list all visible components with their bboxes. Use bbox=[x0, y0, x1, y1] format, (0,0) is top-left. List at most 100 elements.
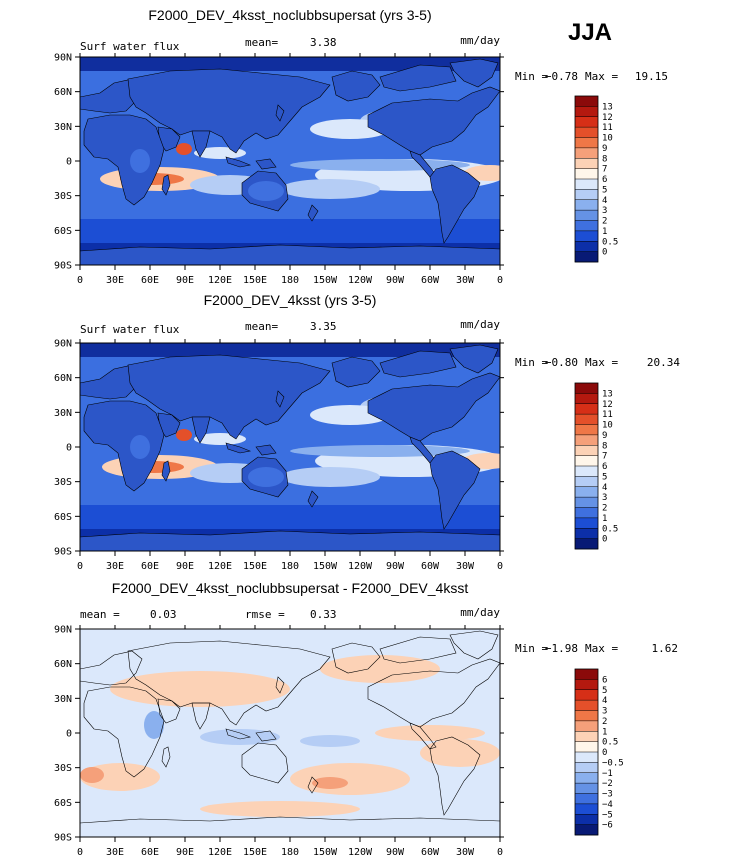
panel-title: F2000_DEV_4ksst (yrs 3-5) bbox=[204, 292, 377, 308]
x-tick-label: 0 bbox=[497, 275, 503, 286]
colorbar-label: −1 bbox=[602, 769, 613, 779]
rmse-label: rmse = bbox=[245, 608, 285, 621]
colorbar-label: 3 bbox=[602, 707, 607, 717]
colorbar-label: 1 bbox=[602, 227, 607, 237]
colorbar-swatch bbox=[575, 116, 598, 128]
y-tick-label: 90N bbox=[54, 625, 72, 636]
x-tick-label: 60W bbox=[421, 847, 440, 858]
min-value: −1.98 bbox=[545, 642, 578, 655]
colorbar-label: 0.5 bbox=[602, 524, 618, 534]
colorbar-swatch bbox=[575, 434, 598, 446]
colorbar-label: 0 bbox=[602, 535, 607, 545]
colorbar-swatch bbox=[575, 393, 598, 405]
colorbar-swatch bbox=[575, 803, 598, 815]
x-tick-label: 120W bbox=[348, 561, 373, 572]
x-tick-label: 30E bbox=[106, 847, 124, 858]
max-label: Max = bbox=[585, 70, 618, 83]
colorbar-swatch bbox=[575, 824, 598, 836]
y-tick-label: 60N bbox=[54, 87, 72, 98]
colorbar-swatch bbox=[575, 241, 598, 252]
x-tick-label: 30W bbox=[456, 561, 475, 572]
colorbar-label: 13 bbox=[602, 102, 613, 112]
y-tick-label: 30N bbox=[54, 694, 72, 705]
x-tick-label: 180 bbox=[281, 275, 299, 286]
colorbar-swatch bbox=[575, 414, 598, 425]
x-tick-label: 150E bbox=[243, 275, 267, 286]
y-tick-label: 90S bbox=[54, 261, 72, 272]
rmse-value: 0.33 bbox=[310, 608, 337, 621]
variable-label: Surf water flux bbox=[80, 323, 180, 336]
colorbar-label: 3 bbox=[602, 493, 607, 503]
panel-title: F2000_DEV_4ksst_noclubbsupersat (yrs 3-5… bbox=[148, 7, 431, 23]
colorbar-label: 8 bbox=[602, 441, 607, 451]
x-tick-label: 150W bbox=[313, 561, 338, 572]
colorbar-label: 12 bbox=[602, 113, 613, 123]
x-tick-label: 90E bbox=[176, 275, 194, 286]
x-tick-label: 90W bbox=[386, 847, 405, 858]
colorbar-swatch bbox=[575, 230, 598, 242]
panel-control-run: F2000_DEV_4ksst_noclubbsupersat (yrs 3-5… bbox=[54, 7, 668, 286]
colorbar-label: 13 bbox=[602, 389, 613, 399]
min-label: Min = bbox=[515, 70, 548, 83]
colorbar-swatch bbox=[575, 158, 598, 169]
min-value: −0.80 bbox=[545, 356, 578, 369]
colorbar-label: 5 bbox=[602, 472, 607, 482]
x-tick-label: 60W bbox=[421, 275, 440, 286]
x-tick-label: 120E bbox=[208, 847, 232, 858]
map-plot bbox=[79, 628, 501, 838]
colorbar-swatch bbox=[575, 517, 598, 529]
x-tick-label: 60W bbox=[421, 561, 440, 572]
colorbar-swatch bbox=[575, 689, 598, 701]
colorbar-swatch bbox=[575, 700, 598, 711]
x-tick-label: 180 bbox=[281, 847, 299, 858]
x-tick-label: 0 bbox=[497, 847, 503, 858]
colorbar-label: 0.5 bbox=[602, 237, 618, 247]
mean-label: mean= bbox=[245, 320, 278, 333]
x-tick-label: 60E bbox=[141, 847, 159, 858]
colorbar-label: −4 bbox=[602, 800, 613, 810]
colorbar-label: 0 bbox=[602, 248, 607, 258]
y-tick-label: 90S bbox=[54, 547, 72, 558]
colorbar-label: 4 bbox=[602, 196, 607, 206]
colorbar-label: −2 bbox=[602, 779, 613, 789]
y-tick-label: 60S bbox=[54, 798, 72, 809]
min-label: Min = bbox=[515, 642, 548, 655]
colorbar-swatch bbox=[575, 720, 598, 732]
colorbar-label: 10 bbox=[602, 421, 613, 431]
colorbar-label: 2 bbox=[602, 504, 607, 514]
colorbar-swatch bbox=[575, 199, 598, 211]
colorbar-swatch bbox=[575, 383, 598, 394]
map-plot bbox=[79, 56, 501, 266]
colorbar-swatch bbox=[575, 476, 598, 488]
colorbar-swatch bbox=[575, 96, 598, 107]
colorbar-swatch bbox=[575, 497, 598, 508]
colorbar-label: 7 bbox=[602, 165, 607, 175]
panel-title: F2000_DEV_4ksst_noclubbsupersat - F2000_… bbox=[112, 580, 469, 596]
colorbar-label: 0 bbox=[602, 748, 607, 758]
min-value: −0.78 bbox=[545, 70, 578, 83]
colorbar-swatch bbox=[575, 179, 598, 190]
mean-label: mean = bbox=[80, 608, 120, 621]
colorbar-label: 4 bbox=[602, 696, 607, 706]
colorbar-swatch bbox=[575, 752, 598, 763]
units-label: mm/day bbox=[460, 34, 500, 47]
mean-value: 3.38 bbox=[310, 36, 337, 49]
colorbar-swatch bbox=[575, 106, 598, 118]
x-tick-label: 120W bbox=[348, 847, 373, 858]
colorbar-label: 11 bbox=[602, 123, 613, 133]
y-tick-label: 0 bbox=[66, 443, 72, 454]
y-tick-label: 30N bbox=[54, 122, 72, 133]
colorbar-swatch bbox=[575, 210, 598, 221]
y-tick-label: 90S bbox=[54, 833, 72, 844]
y-tick-label: 60N bbox=[54, 659, 72, 670]
mean-label: mean= bbox=[245, 36, 278, 49]
panel-4ksst-run: F2000_DEV_4ksst (yrs 3-5) Surf water flu… bbox=[54, 292, 680, 572]
colorbar-swatch bbox=[575, 507, 598, 519]
colorbar-swatch bbox=[575, 168, 598, 180]
mean-value: 0.03 bbox=[150, 608, 177, 621]
colorbar-swatch bbox=[575, 251, 598, 263]
colorbar-swatch bbox=[575, 403, 598, 415]
x-tick-label: 120E bbox=[208, 275, 232, 286]
